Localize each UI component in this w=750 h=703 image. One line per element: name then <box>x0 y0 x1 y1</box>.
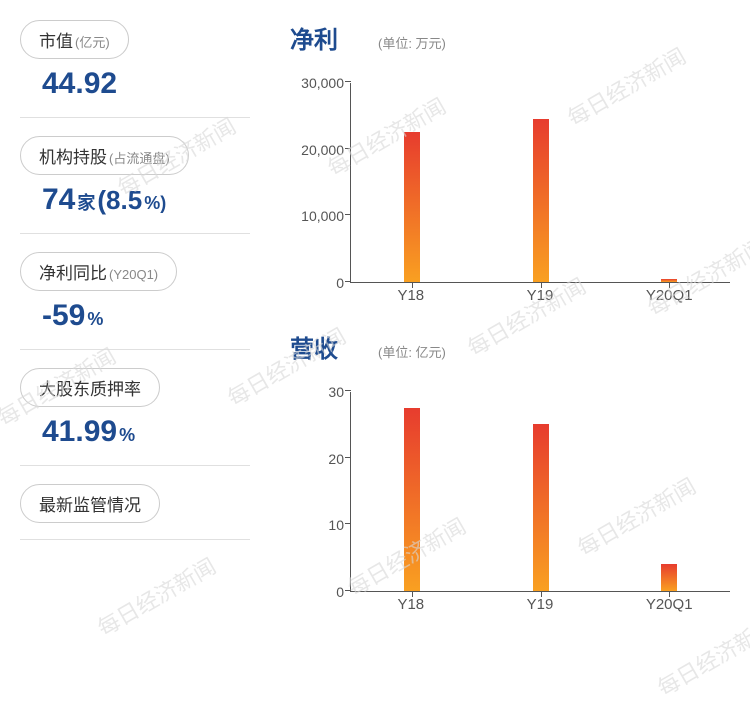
x-tick-label: Y20Q1 <box>646 287 693 304</box>
chart-area: 0102030 <box>280 372 730 592</box>
y-tick-mark <box>345 390 351 391</box>
chart-unit-label: (单位: 万元) <box>378 33 446 52</box>
chart-title: 营收 <box>290 329 338 364</box>
stat-label-sub: (占流通盘) <box>109 148 170 167</box>
stat-pill: 机构持股(占流通盘) <box>20 136 189 175</box>
stat-label: 机构持股 <box>39 143 107 168</box>
y-tick-mark <box>345 81 351 82</box>
stat-label-sub: (Y20Q1) <box>109 267 158 282</box>
stat-pill: 净利同比(Y20Q1) <box>20 252 177 291</box>
y-tick-label: 20 <box>328 451 344 467</box>
stat-label: 大股东质押率 <box>39 375 141 400</box>
x-tick-label: Y18 <box>397 287 424 304</box>
stat-block: 市值(亿元) 44.92 <box>20 20 250 118</box>
stat-value: 44.92 <box>20 67 250 101</box>
chart-block: 营收 (单位: 亿元) 0 10 20 30 Y18 Y19 Y20Q1 <box>280 329 730 616</box>
x-tick-label: Y18 <box>397 596 424 613</box>
stat-label: 最新监管情况 <box>39 491 141 516</box>
bar <box>533 119 549 282</box>
y-tick-mark <box>345 590 351 591</box>
y-tick-label: 10,000 <box>301 208 344 224</box>
y-tick-mark <box>345 148 351 149</box>
stat-label: 市值 <box>39 27 73 52</box>
bar <box>404 408 420 591</box>
chart-area: 010,00020,00030,000 <box>280 63 730 283</box>
stat-value-number: 41.99 <box>42 415 117 449</box>
stats-column: 市值(亿元) 44.92 机构持股(占流通盘) 74家(8.5%) 净利同比(Y20Q1… <box>20 20 250 646</box>
chart-title: 净利 <box>290 20 338 55</box>
chart-unit-label: (单位: 亿元) <box>378 342 446 361</box>
y-tick-mark <box>345 281 351 282</box>
y-tick-label: 0 <box>336 584 344 600</box>
plot-area <box>350 83 730 283</box>
x-tick-label: Y20Q1 <box>646 596 693 613</box>
stat-block: 最新监管情况 <box>20 484 250 540</box>
x-axis: Y18 Y19 Y20Q1 <box>350 592 730 616</box>
x-tick-label: Y19 <box>527 287 554 304</box>
stat-block: 净利同比(Y20Q1) -59% <box>20 252 250 350</box>
stat-pill: 大股东质押率 <box>20 368 160 407</box>
stat-label-sub: (亿元) <box>75 32 110 51</box>
y-tick-label: 30 <box>328 384 344 400</box>
stat-value-unit: 家 <box>77 189 95 215</box>
bar <box>661 564 677 591</box>
x-axis: Y18 Y19 Y20Q1 <box>350 283 730 307</box>
chart-header: 营收 (单位: 亿元) <box>290 329 730 364</box>
y-tick-label: 30,000 <box>301 75 344 91</box>
chart-block: 净利 (单位: 万元) 0 10,000 20,000 30,000 Y18 Y19 Y20Q1 <box>280 20 730 307</box>
y-tick-label: 0 <box>336 275 344 291</box>
stat-pill: 市值(亿元) <box>20 20 129 59</box>
bar <box>404 132 420 282</box>
stat-block: 大股东质押率 41.99% <box>20 368 250 466</box>
y-tick-label: 20,000 <box>301 142 344 158</box>
stat-block: 机构持股(占流通盘) 74家(8.5%) <box>20 136 250 234</box>
plot-area <box>350 392 730 592</box>
stat-value-number: -59 <box>42 299 85 333</box>
y-tick-mark <box>345 457 351 458</box>
stat-value: 74家(8.5%) <box>20 183 250 217</box>
y-axis: 0102030 <box>280 372 350 592</box>
x-tick-label: Y19 <box>527 596 554 613</box>
stat-value-extra-unit: %) <box>144 193 166 214</box>
stat-value-number: 44.92 <box>42 67 117 101</box>
stat-value-unit: % <box>87 309 103 330</box>
y-axis: 010,00020,00030,000 <box>280 63 350 283</box>
y-tick-label: 10 <box>328 517 344 533</box>
y-tick-mark <box>345 214 351 215</box>
stat-value: -59% <box>20 299 250 333</box>
bar <box>533 424 549 591</box>
charts-column: 净利 (单位: 万元) 0 10,000 20,000 30,000 Y18 Y19 Y20Q1… <box>250 20 730 646</box>
chart-header: 净利 (单位: 万元) <box>290 20 730 55</box>
stat-value-unit: % <box>119 425 135 446</box>
stat-label: 净利同比 <box>39 259 107 284</box>
stat-value-extra: (8.5 <box>97 185 142 216</box>
stat-pill: 最新监管情况 <box>20 484 160 523</box>
stat-value-number: 74 <box>42 183 75 217</box>
stat-value: 41.99% <box>20 415 250 449</box>
y-tick-mark <box>345 523 351 524</box>
